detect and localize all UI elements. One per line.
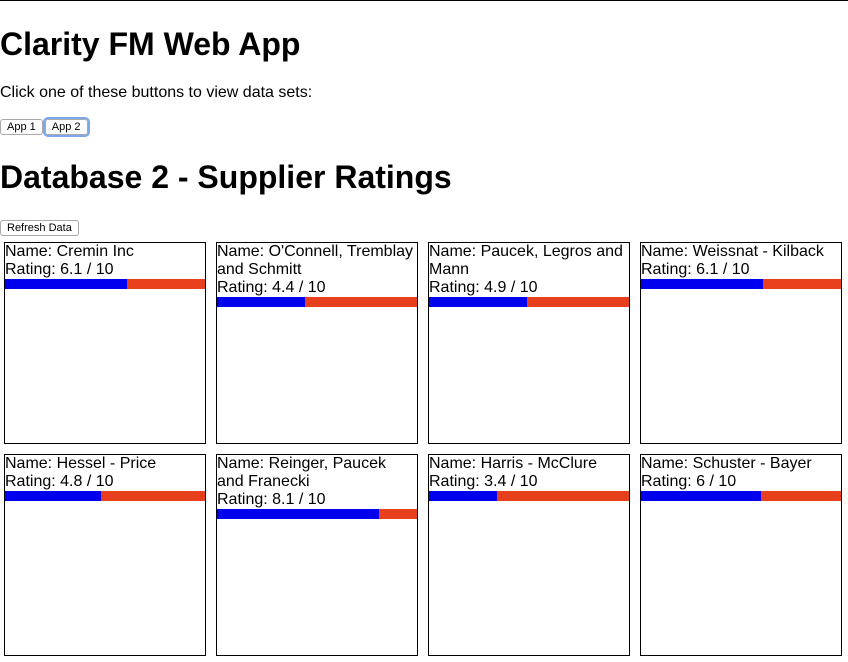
rating-bar-remainder	[527, 297, 629, 307]
supplier-rating: Rating: 6.1 / 10	[641, 261, 750, 278]
rating-bar	[641, 491, 841, 501]
supplier-name: Name: Paucek, Legros and Mann	[429, 243, 623, 278]
rating-bar-fill	[429, 297, 527, 307]
rating-bar-remainder	[305, 297, 417, 307]
rating-bar-fill	[641, 279, 763, 289]
rating-bar-fill	[5, 491, 101, 501]
supplier-name: Name: O'Connell, Tremblay and Schmitt	[217, 243, 414, 278]
supplier-name: Name: Cremin Inc	[5, 243, 134, 260]
supplier-rating: Rating: 4.8 / 10	[5, 473, 114, 490]
supplier-rating: Rating: 6 / 10	[641, 473, 737, 490]
rating-bar-fill	[217, 297, 305, 307]
rating-bar-remainder	[761, 491, 841, 501]
database-title: Database 2 - Supplier Ratings	[0, 159, 452, 195]
rating-bar-fill	[429, 491, 497, 501]
rating-bar	[429, 491, 629, 501]
rating-bar-fill	[5, 279, 127, 289]
supplier-card: Name: Cremin Inc Rating: 6.1 / 10	[4, 242, 206, 444]
supplier-rating: Rating: 4.9 / 10	[429, 279, 538, 296]
supplier-name: Name: Reinger, Paucek and Franecki	[217, 455, 386, 490]
rating-bar-remainder	[101, 491, 205, 501]
rating-bar-remainder	[127, 279, 205, 289]
supplier-grid: Name: Cremin Inc Rating: 6.1 / 10 Name: …	[4, 242, 844, 656]
rating-bar	[641, 279, 841, 289]
rating-bar-fill	[641, 491, 761, 501]
refresh-data-button[interactable]: Refresh Data	[0, 220, 79, 236]
supplier-card: Name: Harris - McClure Rating: 3.4 / 10	[428, 454, 630, 656]
supplier-card: Name: Paucek, Legros and Mann Rating: 4.…	[428, 242, 630, 444]
supplier-name: Name: Harris - McClure	[429, 455, 598, 472]
app-1-button[interactable]: App 1	[0, 119, 43, 135]
supplier-card: Name: Hessel - Price Rating: 4.8 / 10	[4, 454, 206, 656]
supplier-rating: Rating: 3.4 / 10	[429, 473, 538, 490]
app-button-row: App 1 App 2	[0, 117, 90, 137]
supplier-rating: Rating: 4.4 / 10	[217, 279, 326, 296]
app-title: Clarity FM Web App	[0, 26, 301, 62]
app-2-button[interactable]: App 2	[42, 117, 90, 137]
supplier-card: Name: Reinger, Paucek and Franecki Ratin…	[216, 454, 418, 656]
supplier-rating: Rating: 6.1 / 10	[5, 261, 114, 278]
rating-bar	[5, 491, 205, 501]
rating-bar	[217, 297, 417, 307]
supplier-card: Name: Weissnat - Kilback Rating: 6.1 / 1…	[640, 242, 842, 444]
supplier-name: Name: Hessel - Price	[5, 455, 157, 472]
supplier-rating: Rating: 8.1 / 10	[217, 491, 326, 508]
supplier-card: Name: O'Connell, Tremblay and Schmitt Ra…	[216, 242, 418, 444]
rating-bar-fill	[217, 509, 379, 519]
intro-text: Click one of these buttons to view data …	[0, 84, 313, 101]
supplier-name: Name: Schuster - Bayer	[641, 455, 812, 472]
rating-bar	[5, 279, 205, 289]
rating-bar	[217, 509, 417, 519]
rating-bar-remainder	[497, 491, 629, 501]
rating-bar-remainder	[763, 279, 841, 289]
rating-bar	[429, 297, 629, 307]
supplier-card: Name: Schuster - Bayer Rating: 6 / 10	[640, 454, 842, 656]
supplier-name: Name: Weissnat - Kilback	[641, 243, 824, 260]
rating-bar-remainder	[379, 509, 417, 519]
